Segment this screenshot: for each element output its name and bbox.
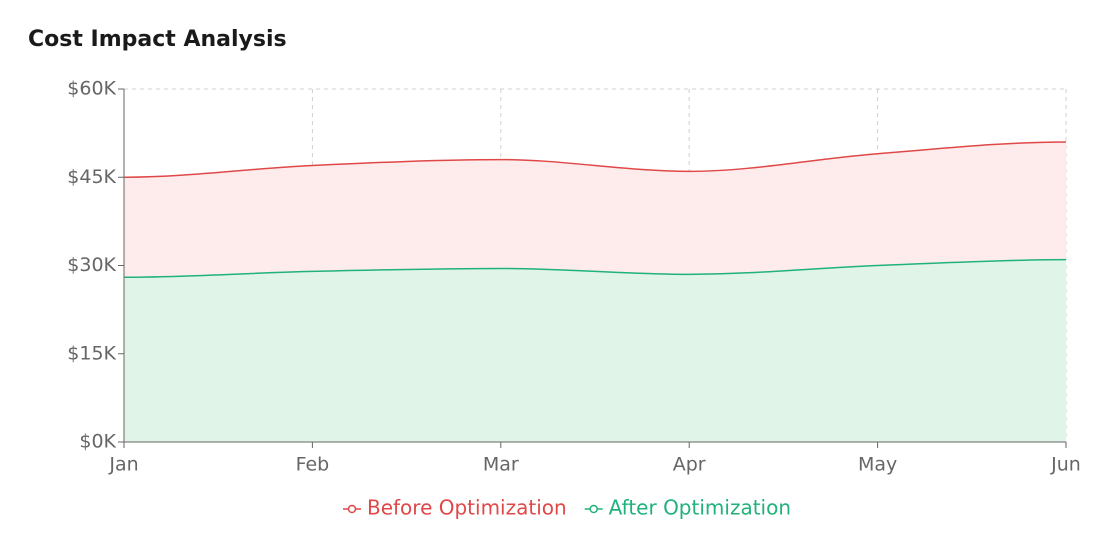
x-tick-label: Mar: [483, 454, 519, 476]
legend: Before Optimization After Optimization: [342, 496, 791, 520]
x-tick-label: May: [858, 454, 897, 476]
y-tick-label: $60K: [67, 78, 116, 100]
x-tick-label: Jan: [108, 454, 138, 476]
y-tick-label: $45K: [67, 166, 116, 188]
y-tick-label: $0K: [79, 431, 116, 453]
x-tick-label: Jun: [1050, 454, 1081, 476]
chart-title: Cost Impact Analysis: [28, 27, 287, 52]
x-tick-label: Apr: [673, 454, 706, 476]
x-tick-label: Feb: [296, 454, 330, 476]
legend-icon: [347, 504, 357, 514]
legend-icon: [589, 504, 598, 514]
series-line: [123, 258, 1067, 279]
series-line: [123, 141, 1067, 178]
area-fill: [124, 259, 1066, 442]
y-tick-label: $30K: [67, 254, 116, 276]
legend-label: Before Optimization: [367, 496, 567, 520]
legend-label: After Optimization: [609, 496, 791, 520]
y-tick-label: $15K: [67, 342, 116, 364]
